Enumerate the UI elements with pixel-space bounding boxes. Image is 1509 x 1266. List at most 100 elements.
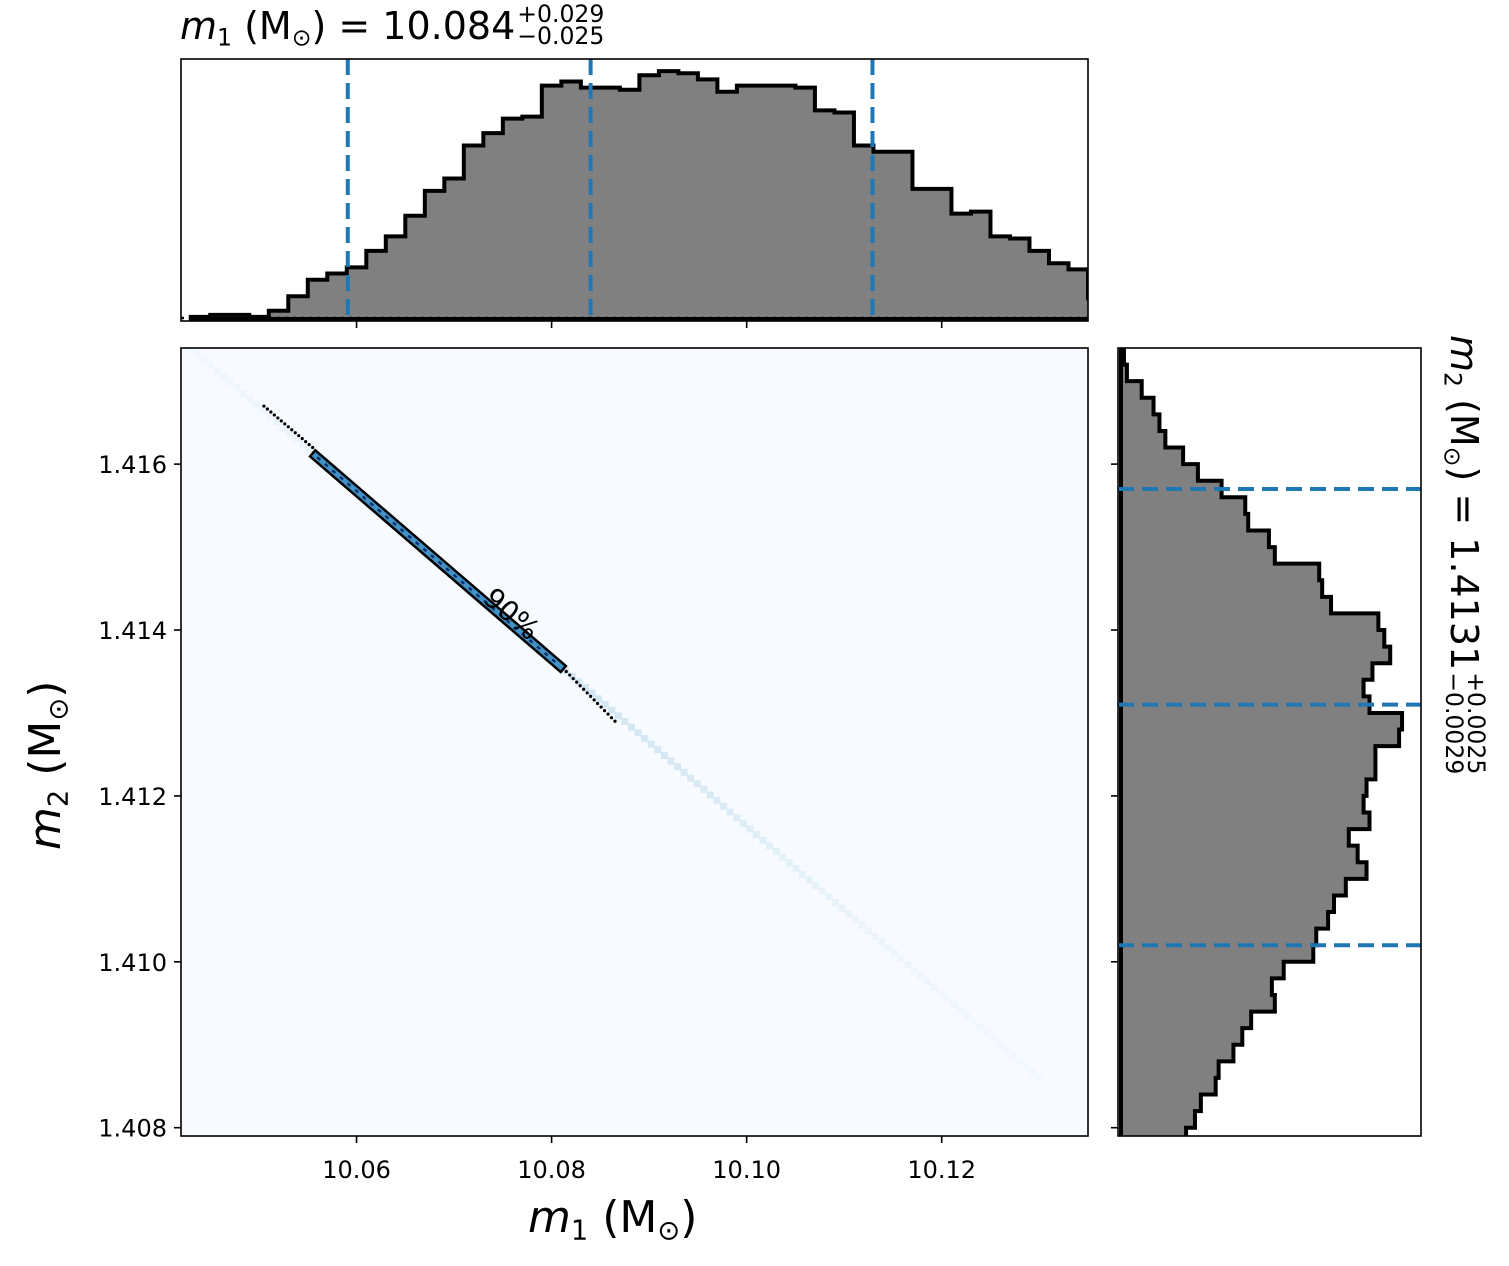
density-cell — [891, 949, 899, 957]
contour-tail-dot — [613, 719, 617, 723]
contour-tail-dot — [283, 422, 287, 426]
density-cell — [831, 899, 839, 907]
m2-summary-title: m2 (M⊙) = 1.4131 +0.0025 −0.0029 — [1438, 335, 1491, 775]
contour-core-dots — [316, 456, 560, 667]
panel-frames — [180, 58, 1422, 1137]
density-cell — [858, 921, 866, 929]
x-tick-label: 10.06 — [322, 1156, 391, 1184]
density-cell — [864, 927, 872, 935]
density-cell — [220, 372, 228, 380]
contour-tail-dot — [571, 677, 575, 681]
contour-tail-dot — [307, 442, 311, 447]
density-cell — [206, 361, 214, 369]
density-cell — [884, 944, 892, 952]
contour-tail-dot — [582, 687, 586, 691]
density-cell — [687, 774, 695, 782]
density-cell — [983, 1029, 991, 1037]
density-cell — [1035, 1074, 1043, 1082]
density-cell — [733, 814, 741, 822]
density-cell — [575, 678, 583, 686]
density-cell — [844, 910, 852, 918]
m1-histogram — [188, 69, 1088, 321]
density-cell — [759, 836, 767, 844]
contour-tail-dot — [272, 413, 276, 417]
contour-tail-dot — [564, 669, 568, 674]
density-cell — [772, 848, 780, 856]
density-cell — [627, 723, 635, 731]
density-cell — [956, 1006, 964, 1014]
contour-tail-dot — [609, 716, 614, 720]
density-cell — [726, 808, 734, 816]
contour-tail-dot — [578, 684, 582, 688]
density-cell — [1009, 1051, 1017, 1059]
contour-tail-dot — [297, 434, 301, 438]
density-cell — [930, 983, 938, 991]
contour-tail-dot — [286, 425, 290, 429]
contour-tail-dot — [606, 712, 610, 716]
density-cell — [851, 916, 859, 924]
y-tick-label: 1.416 — [98, 451, 167, 479]
density-cell — [812, 882, 820, 890]
density-cell — [713, 797, 721, 805]
density-cell — [720, 802, 728, 810]
contour-tail-dot — [568, 673, 572, 677]
joint-density-panel: 90% — [187, 348, 1043, 1082]
density-cell — [897, 955, 905, 963]
contour-tail-dot — [269, 410, 273, 414]
density-cell — [943, 995, 951, 1003]
density-cell — [766, 842, 774, 850]
density-cell — [792, 865, 800, 873]
contour-tail-dot — [293, 431, 297, 435]
density-cell — [904, 961, 912, 969]
density-cell — [614, 712, 622, 720]
contour-tail-dot — [592, 698, 596, 702]
density-cell — [923, 978, 931, 986]
density-cell — [805, 876, 813, 884]
density-panel-background — [181, 348, 1088, 1136]
density-cell — [568, 672, 576, 680]
density-cell — [654, 746, 662, 754]
density-cell — [226, 378, 234, 386]
contour-tail-dot — [575, 680, 579, 684]
density-cell — [588, 689, 596, 697]
density-cell — [910, 966, 918, 974]
y-axis-label: m2 (M⊙) — [20, 680, 75, 850]
density-cell — [673, 763, 681, 771]
density-cell — [739, 819, 747, 827]
density-cell — [595, 695, 603, 703]
m1-summary-title: m1 (M⊙) = 10.084 +0.029 −0.025 — [180, 0, 605, 52]
density-cell — [706, 791, 714, 799]
density-cell — [917, 972, 925, 980]
density-cell — [266, 412, 274, 420]
density-cell — [1002, 1046, 1010, 1054]
density-cell — [877, 938, 885, 946]
density-cell — [752, 831, 760, 839]
y-tick-label: 1.408 — [98, 1115, 167, 1143]
density-cell — [634, 729, 642, 737]
density-cell — [667, 757, 675, 765]
x-tick-label: 10.08 — [517, 1156, 586, 1184]
density-cell — [996, 1040, 1004, 1048]
density-cell — [1016, 1057, 1024, 1065]
density-cell — [798, 870, 806, 878]
density-cell — [647, 740, 655, 748]
m2-uncertainty: +0.0025 −0.0029 — [1440, 672, 1491, 775]
contour-tail-dot — [589, 694, 593, 698]
density-cell — [239, 389, 247, 397]
contour-tail-dot — [276, 416, 280, 420]
contour-tail-dot — [595, 701, 600, 706]
density-cell — [233, 384, 241, 392]
density-cell — [601, 700, 609, 708]
m2-marginal-panel — [1118, 348, 1421, 1136]
density-cell — [1029, 1068, 1037, 1076]
density-cell — [608, 706, 616, 714]
density-cell — [746, 825, 754, 833]
density-cell — [285, 429, 293, 437]
x-axis-label: m1 (M⊙) — [528, 1192, 698, 1247]
density-cell — [213, 367, 221, 375]
m1-marginal-panel — [181, 59, 1088, 321]
m2-histogram — [1119, 348, 1405, 1136]
density-cell — [641, 734, 649, 742]
density-cell — [581, 684, 589, 692]
